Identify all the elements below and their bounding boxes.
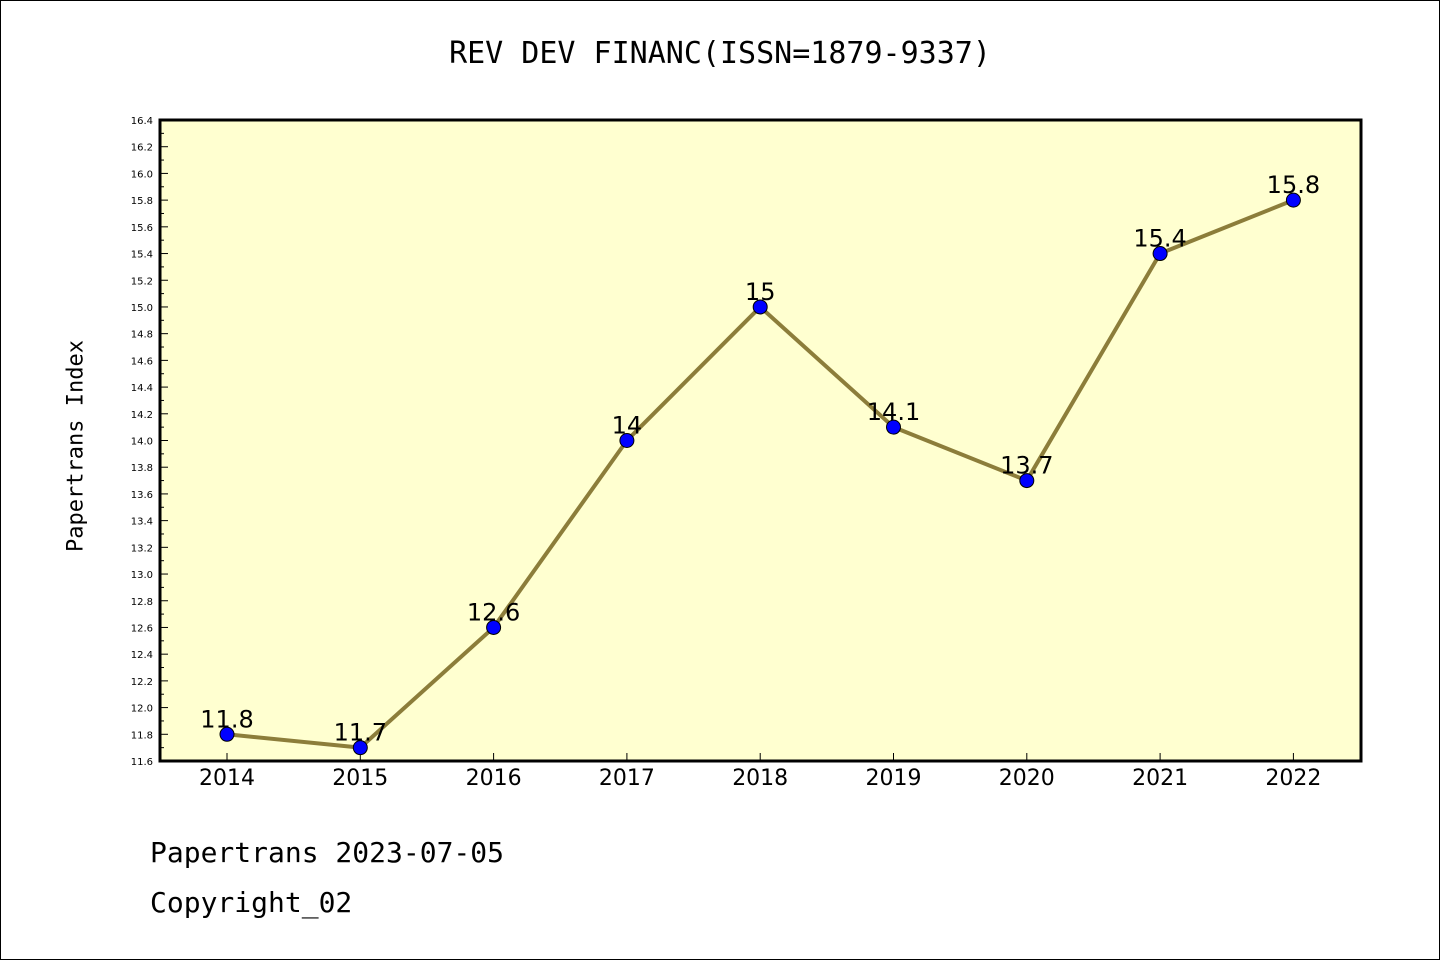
data-label: 15.8 <box>1267 171 1320 199</box>
x-tick-label: 2014 <box>199 766 255 791</box>
x-tick-label: 2019 <box>866 766 922 791</box>
y-tick-label: 12.2 <box>131 677 153 688</box>
data-label: 14.1 <box>867 398 920 426</box>
data-point <box>1019 473 1035 489</box>
x-tick-label: 2022 <box>1265 766 1321 791</box>
y-tick-label: 11.6 <box>131 757 153 768</box>
data-point <box>1285 192 1301 208</box>
y-tick-label: 11.8 <box>131 730 153 741</box>
data-point <box>486 619 502 635</box>
footer-date: Papertrans 2023-07-05 <box>150 836 505 869</box>
data-point <box>352 740 368 756</box>
y-tick-label: 14.6 <box>131 356 153 367</box>
y-tick-label: 15.2 <box>131 276 153 287</box>
data-label: 14 <box>612 412 643 440</box>
y-tick-label: 16.0 <box>131 169 153 180</box>
y-tick-label: 12.6 <box>131 623 153 634</box>
y-tick-label: 14.4 <box>131 383 153 394</box>
data-point <box>886 419 901 435</box>
y-tick-label: 15.0 <box>131 303 153 314</box>
y-tick-label: 14.8 <box>131 330 153 341</box>
data-label: 12.6 <box>467 598 520 626</box>
y-tick-label: 12.8 <box>131 597 153 608</box>
y-tick-label: 13.4 <box>131 517 153 528</box>
data-point <box>219 726 235 742</box>
y-tick-label: 13.2 <box>131 543 153 554</box>
y-tick-label: 14.2 <box>131 410 153 421</box>
y-tick-label: 15.8 <box>131 196 153 207</box>
x-tick-label: 2018 <box>732 766 788 791</box>
data-label: 11.7 <box>334 719 387 747</box>
y-tick-label: 15.6 <box>131 223 153 234</box>
chart-title: REV DEV FINANC(ISSN=1879-9337) <box>449 36 991 71</box>
data-label: 15.4 <box>1133 225 1186 253</box>
data-point <box>752 299 768 315</box>
x-tick-label: 2020 <box>999 766 1055 791</box>
data-label: 13.7 <box>1000 452 1053 480</box>
y-axis: 11.6 11.8 12.0 12.2 12.4 12.6 12.8 13.0 13.2 13.4… <box>131 116 168 768</box>
y-tick-label: 15.4 <box>131 250 153 261</box>
data-label: 15 <box>745 278 776 306</box>
y-tick-label: 12.0 <box>131 704 153 715</box>
plot-area <box>158 118 1363 763</box>
y-tick-label: 13.0 <box>131 570 153 581</box>
x-tick-label: 2017 <box>599 766 655 791</box>
data-point <box>619 433 635 448</box>
y-tick-label: 16.4 <box>131 116 153 127</box>
y-tick-label: 13.8 <box>131 463 153 474</box>
x-tick-label: 2021 <box>1132 766 1188 791</box>
y-tick-label: 13.6 <box>131 490 153 501</box>
x-axis: 2014 2015 2016 2017 2018 2019 2020 2021 2022 <box>199 753 1321 791</box>
data-label: 11.8 <box>200 705 253 733</box>
x-tick-label: 2016 <box>466 766 522 791</box>
y-tick-label: 16.2 <box>131 143 153 154</box>
footer-copyright: Copyright_02 <box>150 886 353 919</box>
x-tick-label: 2015 <box>332 766 388 791</box>
y-tick-label: 12.4 <box>131 650 153 661</box>
data-point <box>1152 246 1168 262</box>
y-tick-label: 14.0 <box>131 437 153 448</box>
series-group: 11.8 11.7 12.6 14 15 14.1 13.7 15.4 15.8 <box>200 171 1320 756</box>
